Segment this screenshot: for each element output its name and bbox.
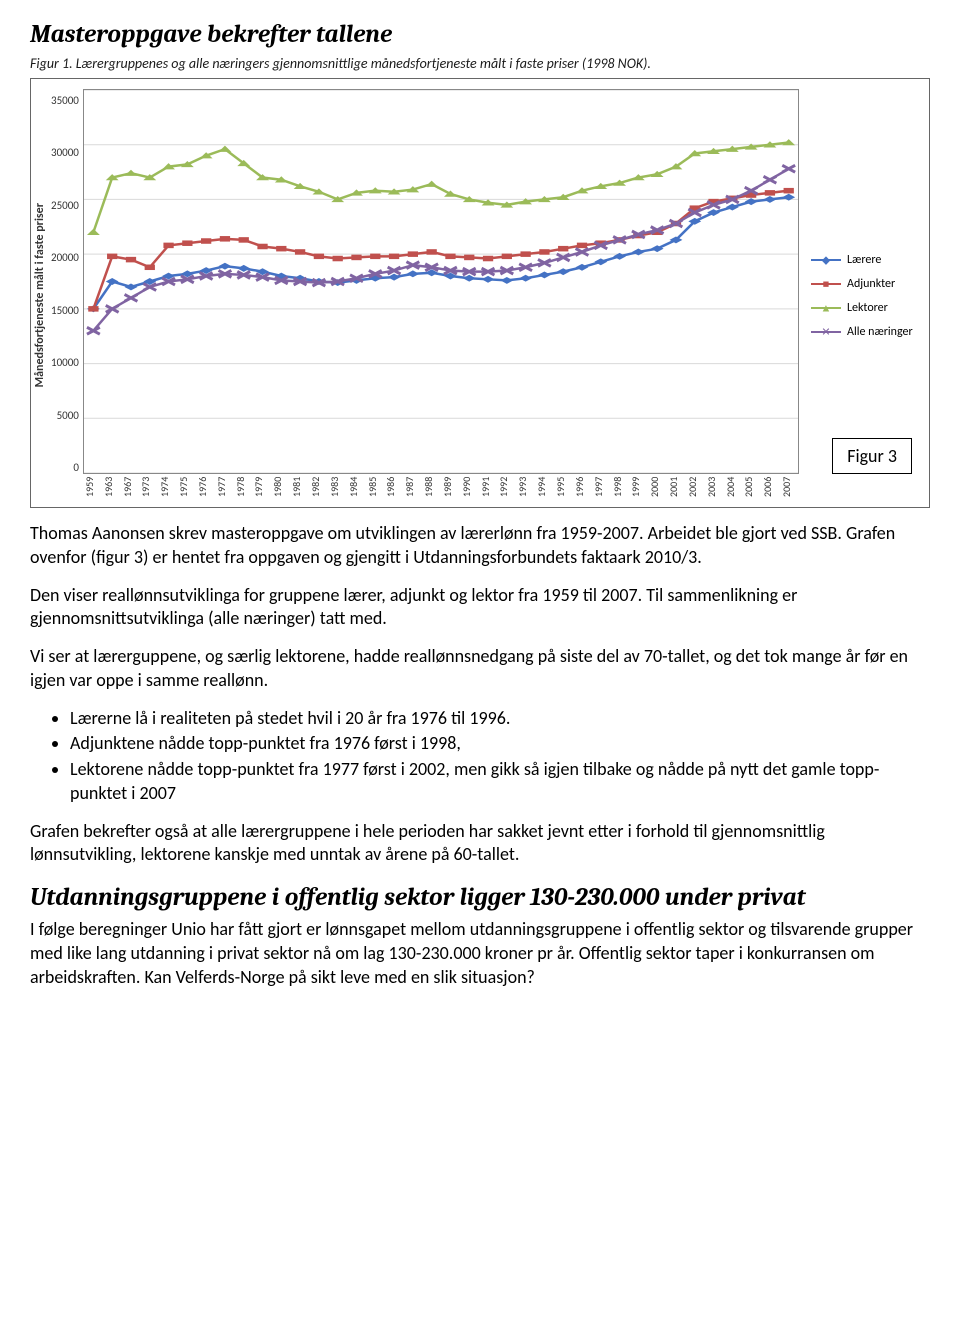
y-tick: 30000 xyxy=(51,146,79,159)
x-tick: 1985 xyxy=(366,474,385,502)
x-tick: 1996 xyxy=(573,474,592,502)
figure-caption: Figur 1. Lærergruppenes og alle næringer… xyxy=(30,55,930,72)
legend-item: ▲Lektorer xyxy=(811,301,925,315)
para1: Thomas Aanonsen skrev masteroppgave om u… xyxy=(30,522,842,544)
y-tick: 35000 xyxy=(51,94,79,107)
x-tick: 1982 xyxy=(309,474,328,502)
sub-heading: Utdanningsgruppene i offentlig sektor li… xyxy=(30,881,930,914)
x-tick: 1994 xyxy=(535,474,554,502)
line-chart: Månedsfortjeneste målt i faste priser 35… xyxy=(30,78,930,508)
legend-label: Alle næringer xyxy=(847,325,913,339)
y-axis-ticks: 35000 30000 25000 20000 15000 10000 5000 0 xyxy=(49,89,83,502)
x-tick: 1995 xyxy=(554,474,573,502)
body-text: Thomas Aanonsen skrev masteroppgave om u… xyxy=(30,522,930,989)
y-tick: 25000 xyxy=(51,199,79,212)
x-tick: 1959 xyxy=(83,474,102,502)
bullet-list: Lærerne lå i realiteten på stedet hvil i… xyxy=(30,707,930,806)
x-tick: 1974 xyxy=(158,474,177,502)
x-tick: 1980 xyxy=(271,474,290,502)
legend-label: Lærere xyxy=(847,253,881,267)
x-tick: 1967 xyxy=(121,474,140,502)
bullet-item: Lektorene nådde topp-punktet fra 1977 fø… xyxy=(70,758,930,806)
para5: Grafen bekrefter også at alle lærergrupp… xyxy=(30,820,930,868)
x-tick: 1978 xyxy=(234,474,253,502)
x-tick: 1975 xyxy=(177,474,196,502)
x-tick: 2005 xyxy=(742,474,761,502)
para4: Vi ser at lærerguppene, og særlig lektor… xyxy=(30,645,930,693)
y-tick: 5000 xyxy=(51,409,79,422)
x-tick: 1977 xyxy=(215,474,234,502)
x-tick: 1997 xyxy=(592,474,611,502)
x-tick: 1983 xyxy=(328,474,347,502)
x-tick: 1989 xyxy=(441,474,460,502)
x-tick: 1993 xyxy=(516,474,535,502)
y-axis-label: Månedsfortjeneste målt i faste priser xyxy=(31,203,49,387)
x-tick: 1992 xyxy=(497,474,516,502)
legend-item: ■Adjunkter xyxy=(811,277,925,291)
figure-badge: Figur 3 xyxy=(832,438,912,474)
legend-item: ✕Alle næringer xyxy=(811,325,925,339)
x-tick: 1999 xyxy=(629,474,648,502)
x-tick: 1973 xyxy=(139,474,158,502)
x-tick: 2004 xyxy=(724,474,743,502)
x-tick: 1990 xyxy=(460,474,479,502)
plot-area xyxy=(83,89,799,474)
x-tick: 1998 xyxy=(611,474,630,502)
y-tick: 15000 xyxy=(51,304,79,317)
y-tick: 10000 xyxy=(51,356,79,369)
x-tick: 1981 xyxy=(290,474,309,502)
x-tick: 2000 xyxy=(648,474,667,502)
bullet-item: Adjunktene nådde topp-punktet fra 1976 f… xyxy=(70,732,930,756)
x-tick: 2006 xyxy=(761,474,780,502)
chart-row: Månedsfortjeneste målt i faste priser 35… xyxy=(30,78,930,508)
x-axis-ticks: 1959196319671973197419751976197719781979… xyxy=(83,474,799,502)
y-tick: 0 xyxy=(51,461,79,474)
x-tick: 2003 xyxy=(705,474,724,502)
x-tick: 1976 xyxy=(196,474,215,502)
x-tick: 2007 xyxy=(780,474,799,502)
legend-label: Lektorer xyxy=(847,301,888,315)
x-tick: 2001 xyxy=(667,474,686,502)
legend-label: Adjunkter xyxy=(847,277,895,291)
x-tick: 1963 xyxy=(102,474,121,502)
para6: I følge beregninger Unio har fått gjort … xyxy=(30,918,930,989)
x-tick: 1979 xyxy=(252,474,271,502)
x-tick: 1988 xyxy=(422,474,441,502)
x-tick: 1991 xyxy=(479,474,498,502)
x-tick: 1986 xyxy=(384,474,403,502)
para3: Den viser reallønnsutviklinga for gruppe… xyxy=(30,584,930,632)
x-tick: 2002 xyxy=(686,474,705,502)
bullet-item: Lærerne lå i realiteten på stedet hvil i… xyxy=(70,707,930,731)
x-tick: 1984 xyxy=(347,474,366,502)
x-tick: 1987 xyxy=(403,474,422,502)
legend-item: ◆Lærere xyxy=(811,253,925,267)
y-tick: 20000 xyxy=(51,251,79,264)
page-title: Masteroppgave bekrefter tallene xyxy=(30,20,930,49)
